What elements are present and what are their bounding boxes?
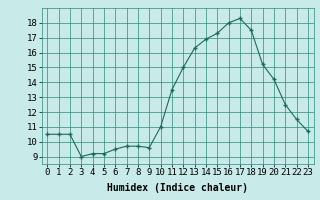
X-axis label: Humidex (Indice chaleur): Humidex (Indice chaleur) — [107, 183, 248, 193]
